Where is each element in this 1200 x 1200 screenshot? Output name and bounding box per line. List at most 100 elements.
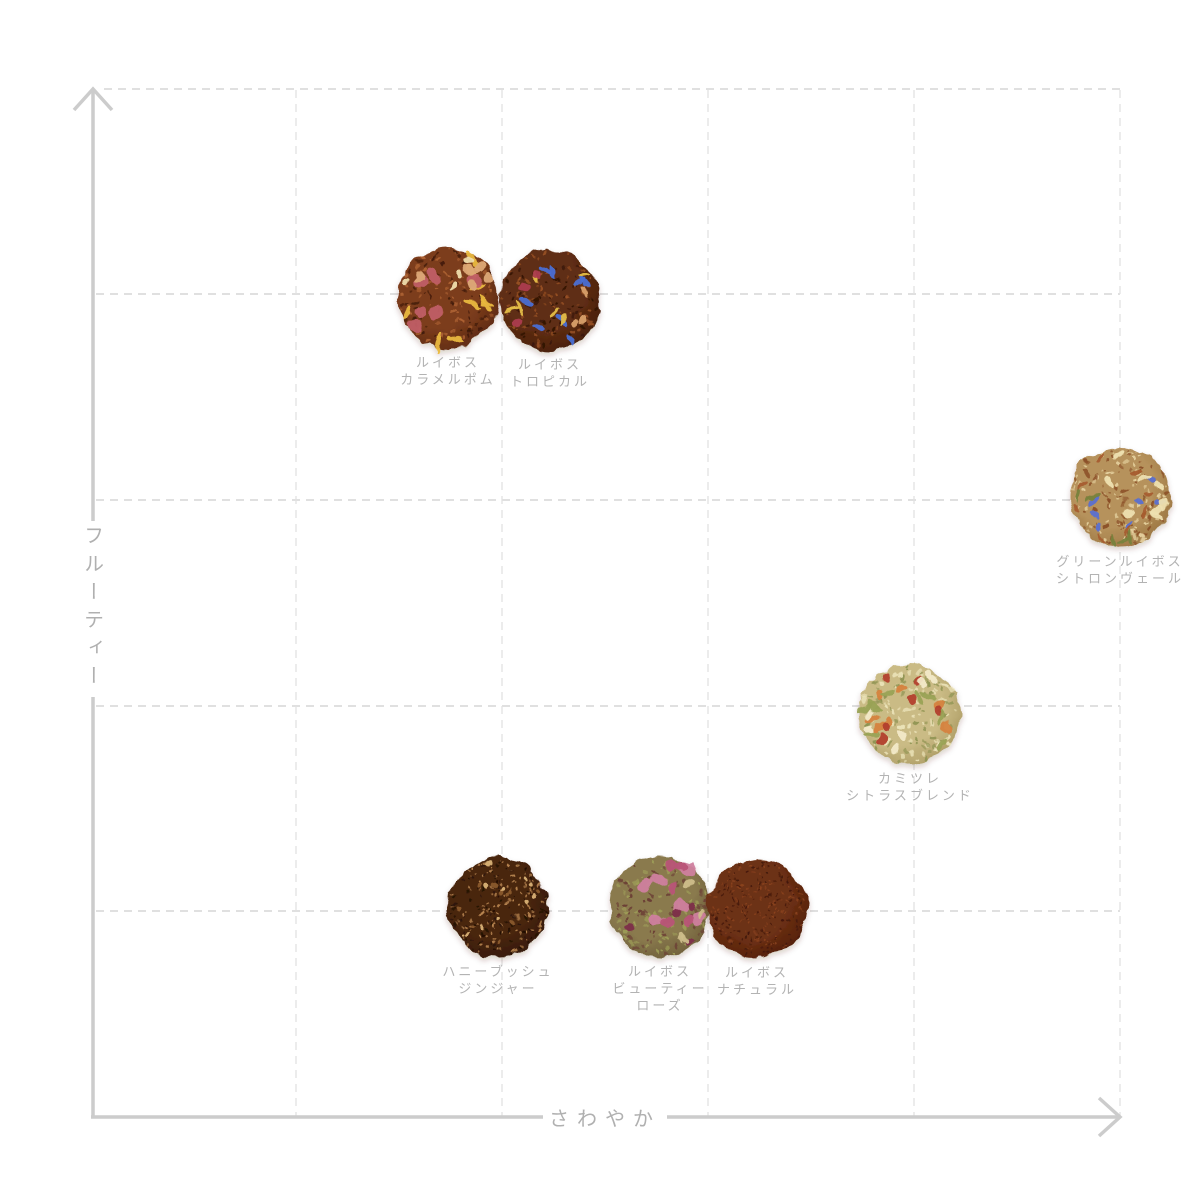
tea-ingredient-bit bbox=[487, 860, 492, 865]
tea-ingredient-bit bbox=[1084, 494, 1098, 502]
tea-ingredient-bit bbox=[877, 735, 887, 744]
tea-ingredient-bit bbox=[917, 677, 926, 689]
tea-ingredient-bit bbox=[426, 268, 439, 283]
tea-ingredient-bit bbox=[873, 688, 884, 701]
tea-ingredient-bit bbox=[1130, 497, 1142, 503]
tea-ingredient-bit bbox=[1142, 504, 1147, 518]
tea-ingredient-bit bbox=[572, 318, 581, 325]
tea-ingredient-bit bbox=[517, 301, 523, 316]
tea-ingredient-bit bbox=[1115, 449, 1124, 461]
tea-ingredient-bit bbox=[924, 668, 933, 680]
tea-ingredient-bit bbox=[866, 702, 880, 714]
tea-ingredient-bit bbox=[511, 920, 517, 925]
tea-ingredient-bit bbox=[577, 273, 592, 278]
tea-ingredient-bit bbox=[473, 260, 483, 272]
tea-ingredient-bit bbox=[508, 889, 513, 895]
tea-ingredient-bit bbox=[667, 860, 681, 871]
tea-ingredient-bit bbox=[1155, 480, 1164, 491]
tea-ingredient-bit bbox=[882, 671, 891, 682]
tea-ingredient-bit bbox=[898, 728, 906, 740]
tea-ingredient-bit bbox=[685, 879, 694, 890]
tea-ingredient-bit bbox=[511, 317, 523, 327]
tea-point-green-rooibos-citron-vert[interactable] bbox=[1070, 447, 1170, 548]
tea-ingredient-bit bbox=[463, 301, 483, 309]
tea-ingredient-bit bbox=[496, 889, 501, 895]
tea-ingredient-bit bbox=[548, 307, 559, 319]
tea-ingredient-bit bbox=[1088, 497, 1097, 507]
tea-ingredient-bit bbox=[625, 923, 634, 933]
tea-ingredient-bit bbox=[459, 932, 465, 937]
tea-image bbox=[707, 858, 807, 958]
tea-ingredient-bit bbox=[434, 332, 443, 352]
tea-ingredient-bit bbox=[1105, 477, 1115, 488]
tea-point-honeybush-ginger[interactable] bbox=[448, 857, 548, 957]
tea-ingredient-bit bbox=[581, 286, 589, 294]
tea-ingredient-bit bbox=[533, 893, 538, 898]
tea-ingredient-bit bbox=[491, 881, 497, 886]
tea-ingredient-bit bbox=[866, 707, 874, 719]
tea-image bbox=[610, 857, 710, 957]
tea-circle bbox=[707, 858, 807, 958]
tea-ingredient-bit bbox=[448, 281, 456, 290]
tea-point-rooibos-caramel-pomme[interactable] bbox=[398, 248, 498, 352]
tea-ingredient-bit bbox=[497, 938, 502, 943]
tea-ingredient-bit bbox=[525, 898, 531, 903]
tea-point-rooibos-tropical[interactable] bbox=[500, 250, 600, 350]
tea-ingredient-bit bbox=[408, 321, 424, 333]
tea-ingredient-bit bbox=[1160, 499, 1168, 511]
tea-ingredient-bit bbox=[931, 673, 940, 684]
axes bbox=[72, 86, 1123, 1138]
tea-ingredient-bit bbox=[414, 271, 424, 283]
tea-ingredient-bit bbox=[879, 690, 896, 696]
tea-ingredient-bit bbox=[896, 683, 908, 695]
tea-ingredient-bit bbox=[465, 933, 471, 938]
tea-ingredient-bit bbox=[480, 296, 492, 314]
tea-ingredient-bit bbox=[532, 324, 547, 333]
tea-ingredient-bit bbox=[1139, 475, 1150, 484]
tea-ingredient-bit bbox=[913, 690, 924, 704]
tea-ingredient-bit bbox=[940, 722, 952, 734]
tea-point-rooibos-natural[interactable] bbox=[707, 858, 807, 958]
tea-ingredient-bit bbox=[566, 331, 574, 346]
tea-point-rooibos-beauty-rose[interactable] bbox=[610, 857, 710, 957]
tea-ingredient-bit bbox=[1124, 523, 1133, 536]
tea-ingredient-bit bbox=[1129, 470, 1143, 475]
y-axis-label: フルーティー bbox=[80, 525, 105, 693]
tea-circle bbox=[1070, 447, 1170, 547]
tea-ingredient-bit bbox=[1096, 532, 1105, 544]
tea-image bbox=[448, 857, 548, 957]
tea-image bbox=[398, 248, 498, 352]
tea-ingredient-bit bbox=[429, 305, 445, 318]
tea-ingredient-bit bbox=[650, 873, 667, 887]
tea-ingredient-bit bbox=[498, 886, 504, 891]
tea-ingredient-bit bbox=[1129, 529, 1134, 544]
tea-image bbox=[856, 664, 960, 764]
tea-image bbox=[1070, 447, 1170, 548]
tea-ingredient-bit bbox=[455, 906, 460, 912]
tea-ingredient-bit bbox=[403, 305, 412, 323]
tea-ingredient-bit bbox=[856, 704, 873, 712]
tea-ingredient-bit bbox=[504, 305, 518, 314]
tea-ingredient-bit bbox=[478, 924, 483, 930]
tea-ingredient-bit bbox=[1142, 491, 1156, 496]
tea-ingredient-bit bbox=[498, 917, 504, 923]
tea-ingredient-bit bbox=[1111, 533, 1117, 548]
x-axis-label: さわやか bbox=[549, 1106, 661, 1131]
tea-ingredient-bit bbox=[559, 313, 566, 327]
tea-ingredient-bit bbox=[1095, 520, 1103, 532]
tea-ingredient-bit bbox=[520, 298, 535, 306]
tea-ingredient-bit bbox=[447, 333, 465, 344]
tea-ingredient-bit bbox=[416, 305, 428, 321]
tea-point-chamomile-citrus-blend[interactable] bbox=[856, 664, 960, 764]
tea-image bbox=[500, 250, 600, 350]
tea-ingredient-bit bbox=[404, 274, 411, 284]
tea-ingredient-bit bbox=[1072, 502, 1081, 514]
tea-ingredient-bit bbox=[671, 910, 681, 919]
tea-ingredient-bit bbox=[463, 262, 473, 274]
tea-ingredient-bit bbox=[880, 724, 891, 733]
tea-ingredient-bit bbox=[667, 881, 678, 895]
tea-ingredient-bit bbox=[578, 277, 592, 288]
tea-ingredient-bit bbox=[456, 270, 464, 280]
tea-ingredient-bit bbox=[908, 696, 917, 706]
